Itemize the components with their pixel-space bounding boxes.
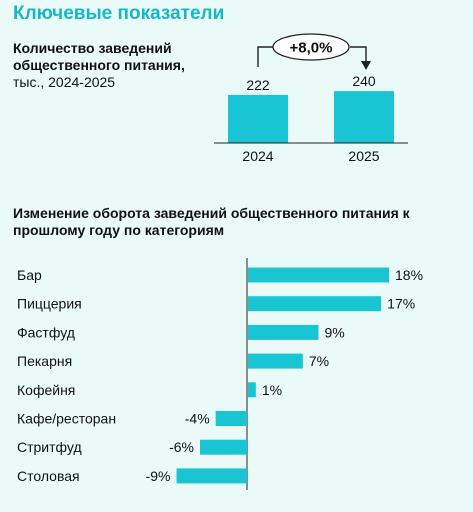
category-value-label: 17% <box>387 296 415 312</box>
category-label: Бар <box>17 267 42 283</box>
category-bar <box>248 324 319 340</box>
kpi-bar-chart: 222 2024 240 2025 +8,0% <box>214 33 408 164</box>
category-label: Фастфуд <box>17 324 75 340</box>
kpi-bar-2025 <box>334 91 394 143</box>
page-title: Ключевые показатели <box>13 3 225 24</box>
category-value-label: -4% <box>185 411 210 427</box>
category-bar <box>248 382 256 398</box>
growth-arrow-left <box>257 46 273 67</box>
category-value-label: 9% <box>325 324 345 340</box>
category-bar <box>248 353 303 369</box>
category-label: Стритфуд <box>17 439 82 455</box>
kpi-title-main: Количество заведений общественного питан… <box>13 40 185 73</box>
category-value-label: 7% <box>309 353 329 369</box>
growth-badge <box>272 33 350 61</box>
category-bar <box>215 411 247 426</box>
category-bar <box>248 267 389 283</box>
category-bar <box>248 296 382 312</box>
category-value-label: 18% <box>395 267 423 283</box>
category-label: Кафе/ресторан <box>17 411 116 427</box>
category-label: Столовая <box>17 468 80 484</box>
category-value-label: 1% <box>262 382 282 398</box>
growth-arrow-right <box>350 46 367 62</box>
category-value-label: -9% <box>146 468 171 484</box>
kpi-value-label: 222 <box>246 77 270 93</box>
category-chart-title: Изменение оборота заведений общественног… <box>13 205 410 238</box>
kpi-title: Количество заведений общественного питан… <box>13 40 188 91</box>
category-label: Кофейня <box>17 382 75 398</box>
kpi-year-label: 2025 <box>348 148 379 164</box>
category-value-label: -6% <box>169 439 194 455</box>
kpi-title-unit: тыс., 2024-2025 <box>13 74 116 90</box>
kpi-value-label: 240 <box>352 73 376 89</box>
kpi-year-label: 2024 <box>242 148 273 164</box>
category-label: Пиццерия <box>17 296 82 312</box>
category-label: Пекарня <box>17 353 72 369</box>
growth-arrow-head <box>361 61 371 70</box>
category-bar-chart: Бар 18% Пиццерия 17% Фастфуд 9% Пекарня 7% Кофей… <box>17 258 423 490</box>
category-bar <box>176 468 247 484</box>
growth-label: +8,0% <box>290 40 333 57</box>
kpi-bar-2024 <box>228 95 288 143</box>
category-bar <box>200 439 247 455</box>
